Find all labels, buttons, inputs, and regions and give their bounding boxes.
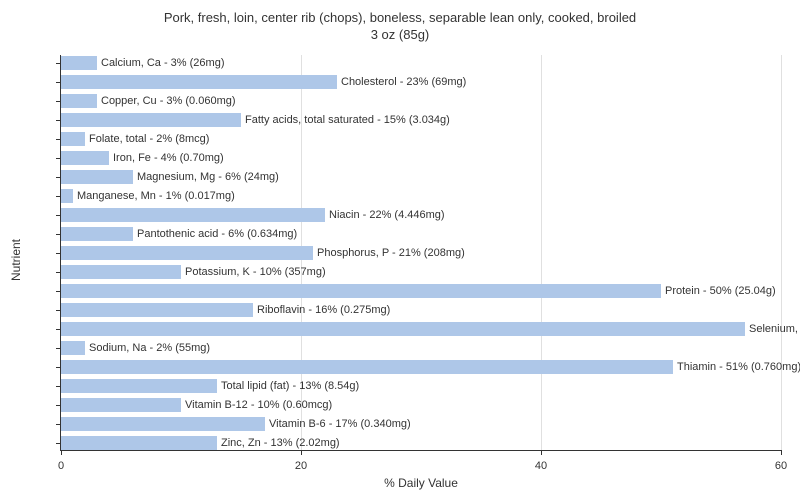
- nutrient-bar: [61, 322, 745, 336]
- bar-row: Niacin - 22% (4.446mg): [61, 208, 781, 222]
- gridline: [781, 55, 782, 450]
- nutrient-label: Zinc, Zn - 13% (2.02mg): [217, 436, 340, 450]
- nutrient-label: Cholesterol - 23% (69mg): [337, 75, 466, 89]
- bar-row: Magnesium, Mg - 6% (24mg): [61, 170, 781, 184]
- nutrient-label: Phosphorus, P - 21% (208mg): [313, 246, 465, 260]
- nutrition-chart: Pork, fresh, loin, center rib (chops), b…: [0, 0, 800, 500]
- nutrient-label: Total lipid (fat) - 13% (8.54g): [217, 379, 359, 393]
- nutrient-bar: [61, 151, 109, 165]
- nutrient-bar: [61, 56, 97, 70]
- nutrient-bar: [61, 379, 217, 393]
- nutrient-bar: [61, 113, 241, 127]
- nutrient-bar: [61, 189, 73, 203]
- bar-row: Cholesterol - 23% (69mg): [61, 75, 781, 89]
- nutrient-label: Thiamin - 51% (0.760mg): [673, 360, 800, 374]
- nutrient-bar: [61, 227, 133, 241]
- nutrient-label: Calcium, Ca - 3% (26mg): [97, 56, 224, 70]
- x-axis-label: % Daily Value: [384, 476, 458, 490]
- nutrient-bar: [61, 75, 337, 89]
- nutrient-label: Vitamin B-6 - 17% (0.340mg): [265, 417, 411, 431]
- x-tick-label: 0: [58, 460, 64, 472]
- nutrient-bar: [61, 360, 673, 374]
- bar-row: Copper, Cu - 3% (0.060mg): [61, 94, 781, 108]
- bar-row: Thiamin - 51% (0.760mg): [61, 360, 781, 374]
- bar-row: Phosphorus, P - 21% (208mg): [61, 246, 781, 260]
- chart-title: Pork, fresh, loin, center rib (chops), b…: [0, 0, 800, 44]
- bar-row: Iron, Fe - 4% (0.70mg): [61, 151, 781, 165]
- nutrient-label: Iron, Fe - 4% (0.70mg): [109, 151, 224, 165]
- nutrient-bar: [61, 398, 181, 412]
- nutrient-label: Vitamin B-12 - 10% (0.60mcg): [181, 398, 332, 412]
- bar-row: Protein - 50% (25.04g): [61, 284, 781, 298]
- bar-row: Vitamin B-6 - 17% (0.340mg): [61, 417, 781, 431]
- nutrient-label: Niacin - 22% (4.446mg): [325, 208, 445, 222]
- nutrient-bar: [61, 208, 325, 222]
- bar-row: Pantothenic acid - 6% (0.634mg): [61, 227, 781, 241]
- bar-row: Total lipid (fat) - 13% (8.54g): [61, 379, 781, 393]
- nutrient-label: Pantothenic acid - 6% (0.634mg): [133, 227, 297, 241]
- x-tick: [781, 450, 782, 455]
- bar-row: Selenium, Se - 57% (40.2mcg): [61, 322, 781, 336]
- nutrient-bar: [61, 132, 85, 146]
- x-tick-label: 20: [295, 460, 307, 472]
- bar-row: Vitamin B-12 - 10% (0.60mcg): [61, 398, 781, 412]
- bar-row: Calcium, Ca - 3% (26mg): [61, 56, 781, 70]
- nutrient-bar: [61, 94, 97, 108]
- nutrient-label: Sodium, Na - 2% (55mg): [85, 341, 210, 355]
- nutrient-bar: [61, 265, 181, 279]
- bar-row: Folate, total - 2% (8mcg): [61, 132, 781, 146]
- nutrient-bar: [61, 246, 313, 260]
- nutrient-label: Copper, Cu - 3% (0.060mg): [97, 94, 236, 108]
- nutrient-bar: [61, 341, 85, 355]
- bar-row: Riboflavin - 16% (0.275mg): [61, 303, 781, 317]
- y-axis-label: Nutrient: [9, 238, 23, 280]
- x-tick: [541, 450, 542, 455]
- nutrient-bar: [61, 170, 133, 184]
- nutrient-label: Folate, total - 2% (8mcg): [85, 132, 209, 146]
- x-tick-label: 60: [775, 460, 787, 472]
- bar-row: Potassium, K - 10% (357mg): [61, 265, 781, 279]
- title-line2: 3 oz (85g): [371, 27, 430, 42]
- nutrient-bar: [61, 284, 661, 298]
- title-line1: Pork, fresh, loin, center rib (chops), b…: [164, 10, 636, 25]
- nutrient-label: Fatty acids, total saturated - 15% (3.03…: [241, 113, 450, 127]
- bar-row: Zinc, Zn - 13% (2.02mg): [61, 436, 781, 450]
- nutrient-label: Selenium, Se - 57% (40.2mcg): [745, 322, 800, 336]
- x-tick-label: 40: [535, 460, 547, 472]
- plot-area: Nutrient % Daily Value 0204060Calcium, C…: [60, 55, 781, 451]
- nutrient-label: Manganese, Mn - 1% (0.017mg): [73, 189, 235, 203]
- bar-row: Sodium, Na - 2% (55mg): [61, 341, 781, 355]
- bar-row: Fatty acids, total saturated - 15% (3.03…: [61, 113, 781, 127]
- nutrient-label: Protein - 50% (25.04g): [661, 284, 776, 298]
- bar-row: Manganese, Mn - 1% (0.017mg): [61, 189, 781, 203]
- nutrient-label: Magnesium, Mg - 6% (24mg): [133, 170, 279, 184]
- nutrient-bar: [61, 303, 253, 317]
- nutrient-bar: [61, 436, 217, 450]
- nutrient-bar: [61, 417, 265, 431]
- nutrient-label: Riboflavin - 16% (0.275mg): [253, 303, 390, 317]
- nutrient-label: Potassium, K - 10% (357mg): [181, 265, 326, 279]
- x-tick: [61, 450, 62, 455]
- x-tick: [301, 450, 302, 455]
